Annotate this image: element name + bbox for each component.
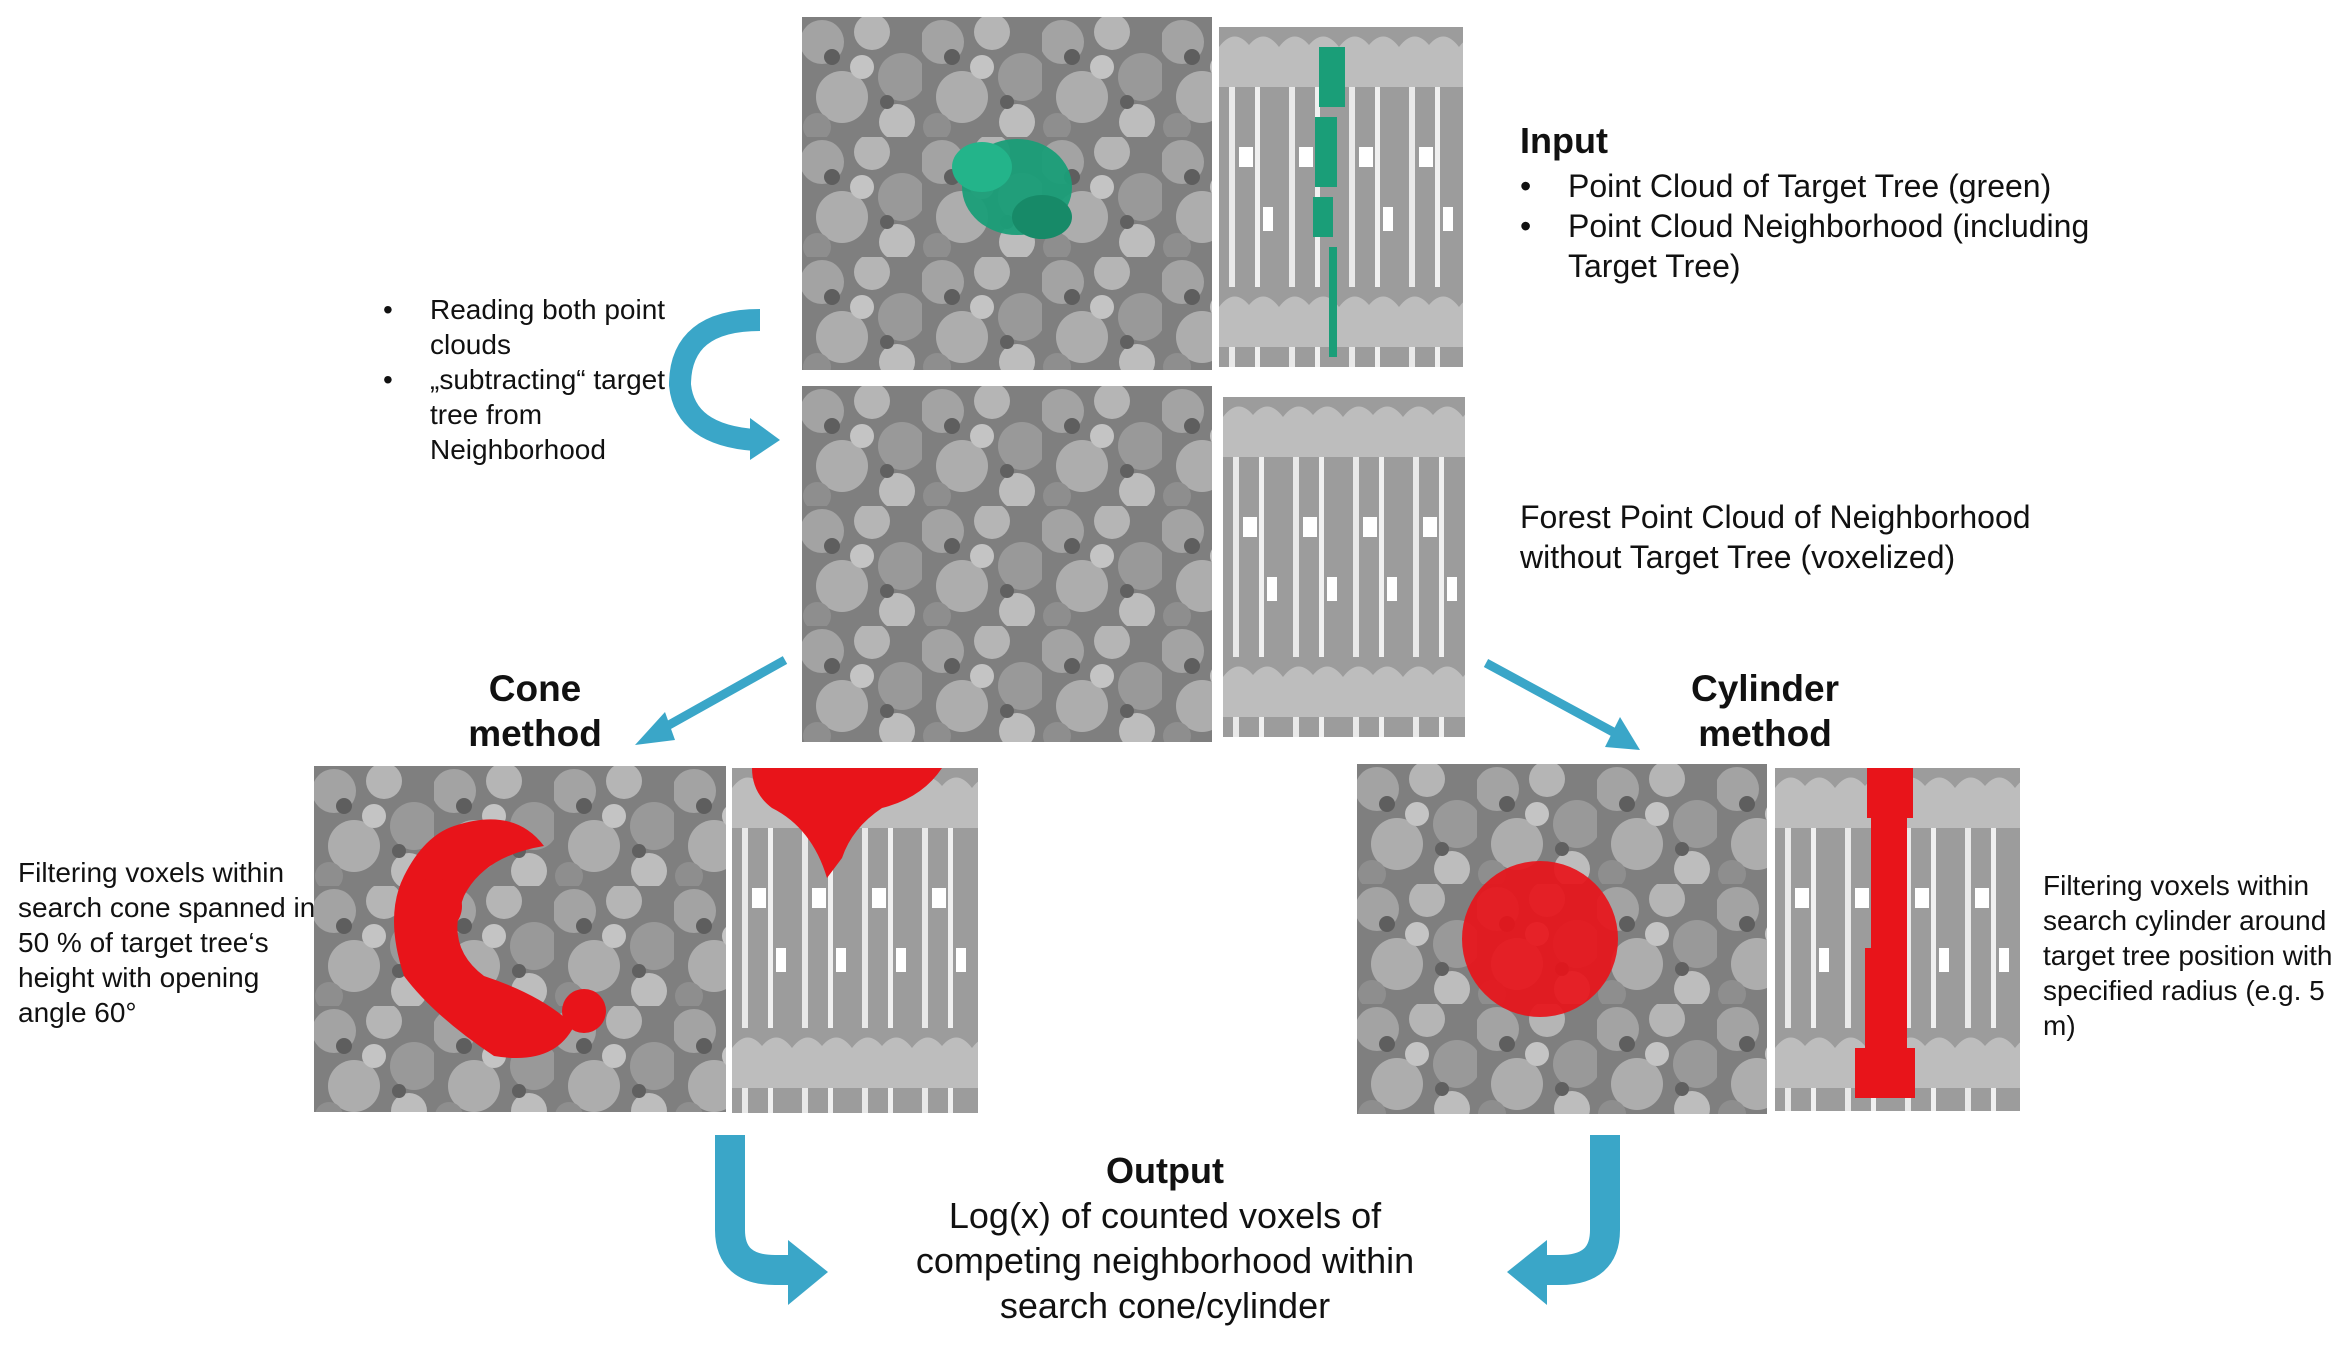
cylinder-side-selection-red	[1855, 768, 1915, 1098]
input-bullet-list: • Point Cloud of Target Tree (green) • P…	[1520, 166, 2140, 286]
cylinder-side-view-image	[1775, 768, 2020, 1111]
reading-note-list: • Reading both point clouds • „subtracti…	[383, 292, 693, 467]
cylinder-method-title: Cylinder method	[1660, 666, 1870, 756]
cone-title-line2: method	[468, 713, 602, 754]
input-bullet-text: Point Cloud Neighborhood (including Targ…	[1568, 208, 2090, 284]
cone-method-description: Filtering voxels within search cone span…	[18, 857, 316, 1028]
reading-note-text: „subtracting“ target tree from Neighborh…	[430, 364, 665, 465]
cylinder-selection-circle	[1462, 861, 1618, 1017]
forest-top-view-image	[802, 386, 1212, 742]
forest-description: Forest Point Cloud of Neighborhood witho…	[1520, 499, 2031, 575]
target-tree-profile-green	[1313, 47, 1345, 357]
bullet-glyph: •	[383, 364, 393, 395]
list-item: • Point Cloud Neighborhood (including Ta…	[1520, 206, 2140, 286]
arrow-to-cylinder-method	[1483, 659, 1640, 750]
cylinder-top-view-image	[1357, 764, 1767, 1114]
arrow-cone-to-output	[715, 1135, 828, 1305]
output-line3: search cone/cylinder	[999, 1285, 1331, 1326]
bullet-glyph: •	[1520, 208, 1532, 244]
cone-method-title: Cone method	[430, 666, 640, 756]
output-line1: Log(x) of counted voxels of	[948, 1195, 1382, 1236]
output-line2: competing neighborhood within	[915, 1240, 1415, 1281]
cone-top-view-image	[314, 766, 726, 1112]
output-block: Output Log(x) of counted voxels of compe…	[860, 1148, 1470, 1328]
cone-selection-red	[394, 819, 606, 1058]
cylinder-title-line1: Cylinder	[1690, 668, 1840, 709]
list-item: • Reading both point clouds	[383, 292, 693, 362]
input-bullet-text: Point Cloud of Target Tree (green)	[1568, 168, 2052, 204]
cone-side-selection-red	[752, 768, 942, 878]
bullet-glyph: •	[1520, 168, 1532, 204]
input-title: Input	[1520, 120, 1608, 161]
forest-side-view-image	[1223, 397, 1465, 737]
list-item: • „subtracting“ target tree from Neighbo…	[383, 362, 693, 467]
cone-title-line1: Cone	[488, 668, 582, 709]
reading-note-text: Reading both point clouds	[430, 294, 666, 360]
input-side-view-image	[1219, 27, 1463, 367]
arrow-to-cone-method	[635, 656, 788, 745]
list-item: • Point Cloud of Target Tree (green)	[1520, 166, 2140, 206]
input-top-view-image	[802, 17, 1212, 370]
curved-arrow-read-subtract	[668, 309, 780, 460]
target-tree-crown-green	[952, 139, 1072, 239]
arrow-cylinder-to-output	[1507, 1135, 1620, 1305]
cylinder-title-line2: method	[1698, 713, 1832, 754]
cone-side-view-image	[732, 768, 978, 1113]
cylinder-method-description: Filtering voxels within search cylinder …	[2043, 870, 2333, 1041]
output-title: Output	[1106, 1150, 1224, 1191]
bullet-glyph: •	[383, 294, 393, 325]
